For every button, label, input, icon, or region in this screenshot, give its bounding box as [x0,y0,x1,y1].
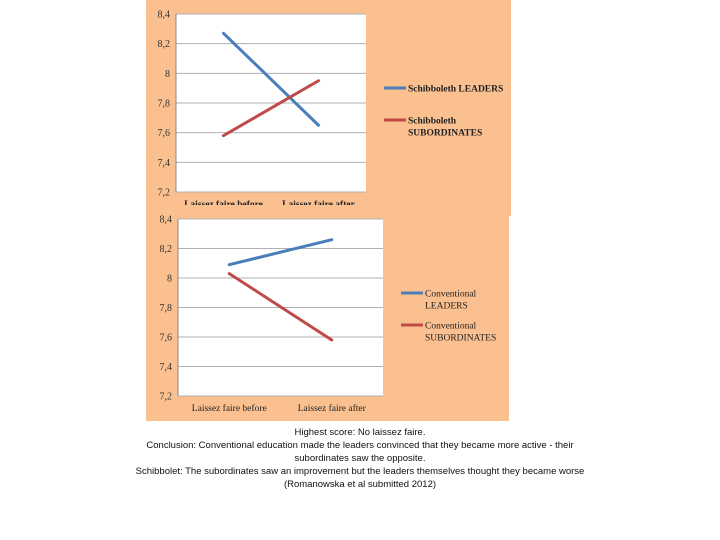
y-tick-label: 7,2 [158,188,171,199]
series-line-leaders [227,238,334,267]
y-tick-label: 7,2 [160,392,173,403]
y-tick-label: 7,8 [158,99,171,110]
y-tick-label: 7,6 [160,333,173,344]
caption-line-1: Highest score: No laissez faire. [294,427,426,438]
caption: Highest score: No laissez faire. Conclus… [60,426,660,491]
legend-label: Conventional SUBORDINATES [425,322,496,344]
legend-label: Schibboleth SUBORDINATES [408,117,482,139]
caption-line-5: (Romanowska et al submitted 2012) [283,479,437,490]
y-tick-label: 8 [165,69,170,80]
series-line-subordinates [222,79,320,138]
y-tick-label: 7,6 [158,128,171,139]
series-line-subordinates [227,272,334,342]
y-tick-label: 7,4 [160,362,173,373]
conventional-chart: 8,4 8,2 8 7,8 7,6 7,4 7,2 Laissez faire before L… [146,205,509,421]
y-tick-label: 7,8 [160,303,173,314]
y-tick-label: 8 [167,274,172,285]
legend-label: Schibboleth LEADERS [408,85,503,95]
legend-label: Conventional LEADERS [425,290,477,312]
x-tick-label: Laissez faire before [192,403,267,414]
y-tick-label: 8,4 [160,215,173,226]
y-tick-label: 8,4 [158,10,171,21]
caption-line-3: subordinates saw the opposite. [294,453,426,464]
caption-line-4: Schibbolet: The subordinates saw an impr… [135,466,585,477]
y-tick-label: 7,4 [158,158,171,169]
y-tick-label: 8,2 [158,39,171,50]
caption-line-2: Conclusion: Conventional education made … [146,440,574,451]
x-tick-label: Laissez faire after [298,403,367,414]
conventional-chart-svg: 8,4 8,2 8 7,8 7,6 7,4 7,2 Laissez faire before L… [146,205,509,421]
series-line-leaders [222,31,320,127]
y-tick-label: 8,2 [160,244,173,255]
